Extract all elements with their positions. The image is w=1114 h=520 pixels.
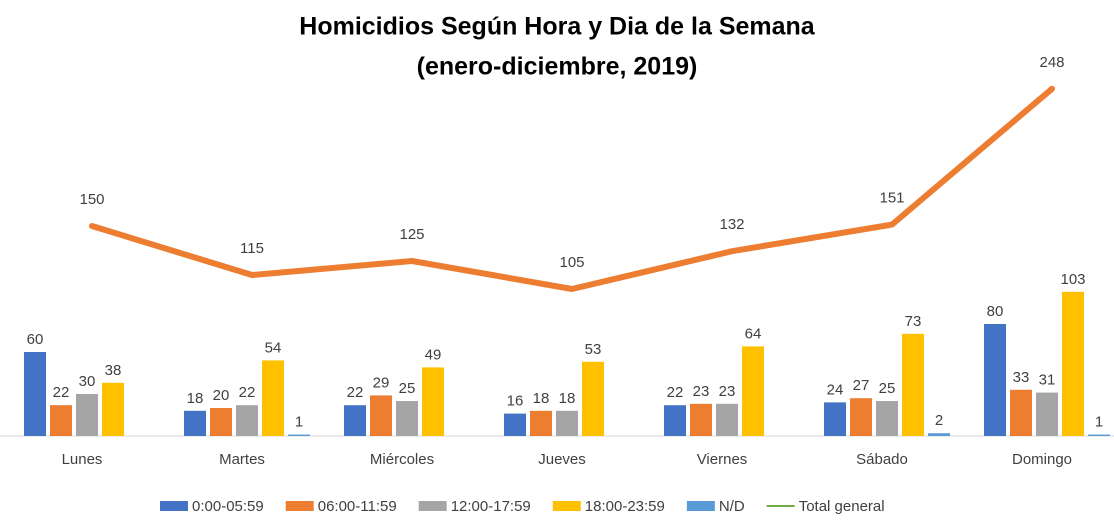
line-value-label: 125 [399, 226, 424, 243]
bar [1036, 392, 1058, 436]
x-tick-label: Sábado [856, 451, 908, 468]
bar [1088, 434, 1110, 436]
legend-label: N/D [719, 498, 745, 515]
bar [504, 413, 526, 436]
line-value-label: 132 [719, 216, 744, 233]
legend-swatch [686, 501, 715, 511]
value-label: 53 [585, 341, 602, 358]
value-label: 103 [1060, 271, 1085, 288]
value-label: 18 [187, 390, 204, 407]
value-label: 33 [1013, 369, 1030, 386]
chart-title: Homicidios Según Hora y Dia de la Semana [299, 13, 816, 41]
bar [50, 405, 72, 436]
bar [876, 401, 898, 436]
line-value-label: 151 [879, 190, 904, 207]
value-label: 31 [1039, 372, 1056, 389]
legend-swatch [552, 501, 581, 511]
bar [262, 360, 284, 436]
legend-label: Total general [799, 498, 885, 515]
x-tick-label: Martes [219, 451, 265, 468]
line-value-label: 150 [79, 191, 104, 208]
value-label: 16 [507, 393, 524, 410]
value-label: 25 [879, 380, 896, 397]
line-value-label: 248 [1039, 54, 1064, 71]
bar [850, 398, 872, 436]
line [89, 85, 1055, 292]
value-label: 2 [935, 412, 943, 429]
bar [742, 346, 764, 436]
bar [344, 405, 366, 436]
legend-label: 0:00-05:59 [192, 498, 264, 515]
bar [530, 410, 552, 436]
bar [824, 402, 846, 436]
value-label: 25 [399, 380, 416, 397]
bar [716, 403, 738, 436]
value-label: 80 [987, 303, 1004, 320]
bar [556, 410, 578, 436]
bar [1010, 389, 1032, 436]
bar [984, 324, 1006, 436]
bar [210, 408, 232, 436]
chart-subtitle: (enero-diciembre, 2019) [417, 53, 698, 81]
value-label: 60 [27, 331, 44, 348]
value-label: 27 [853, 377, 870, 394]
bar [422, 367, 444, 436]
value-label: 54 [265, 339, 282, 356]
value-label: 22 [667, 384, 684, 401]
value-label: 30 [79, 373, 96, 390]
line-value-label: 105 [559, 254, 584, 271]
x-tick-label: Lunes [62, 451, 103, 468]
bar [690, 403, 712, 436]
value-label: 22 [239, 384, 256, 401]
value-label: 24 [827, 381, 844, 398]
bar [1062, 291, 1084, 436]
value-label: 22 [53, 384, 70, 401]
line-value-label: 115 [240, 240, 264, 257]
value-label: 29 [373, 374, 390, 391]
legend-swatch [418, 501, 447, 511]
bar [902, 333, 924, 436]
legend-label: 06:00-11:59 [318, 498, 397, 515]
bar [236, 405, 258, 436]
bar [24, 352, 46, 436]
value-label: 1 [1095, 414, 1103, 431]
legend-label: 18:00-23:59 [585, 498, 665, 515]
value-label: 49 [425, 346, 442, 363]
bar [370, 395, 392, 436]
bar [102, 382, 124, 436]
value-label: 23 [693, 383, 710, 400]
x-tick-label: Domingo [1012, 451, 1072, 468]
value-label: 20 [213, 387, 230, 404]
bar [396, 401, 418, 436]
legend-label: 12:00-17:59 [451, 498, 531, 515]
x-tick-label: Jueves [538, 451, 586, 468]
bar [184, 410, 206, 436]
bar [928, 433, 950, 436]
x-tick-label: Viernes [697, 451, 748, 468]
x-tick-label: Miércoles [370, 451, 434, 468]
bar [582, 361, 604, 436]
value-label: 38 [105, 362, 122, 379]
bar [288, 434, 310, 436]
value-label: 64 [745, 325, 762, 342]
bar [76, 394, 98, 436]
value-label: 18 [533, 390, 550, 407]
bar [664, 405, 686, 436]
value-label: 22 [347, 384, 364, 401]
value-label: 1 [295, 414, 303, 431]
value-label: 18 [559, 390, 576, 407]
value-label: 73 [905, 313, 922, 330]
legend-swatch [285, 501, 314, 511]
value-label: 23 [719, 383, 736, 400]
legend-swatch [160, 501, 188, 511]
